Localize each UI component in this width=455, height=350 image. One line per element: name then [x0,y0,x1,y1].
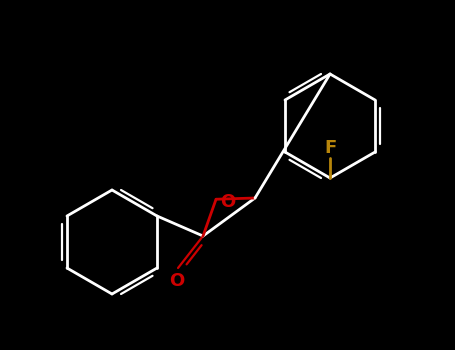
Text: O: O [169,272,185,290]
Text: O: O [220,193,236,211]
Text: F: F [324,139,336,157]
